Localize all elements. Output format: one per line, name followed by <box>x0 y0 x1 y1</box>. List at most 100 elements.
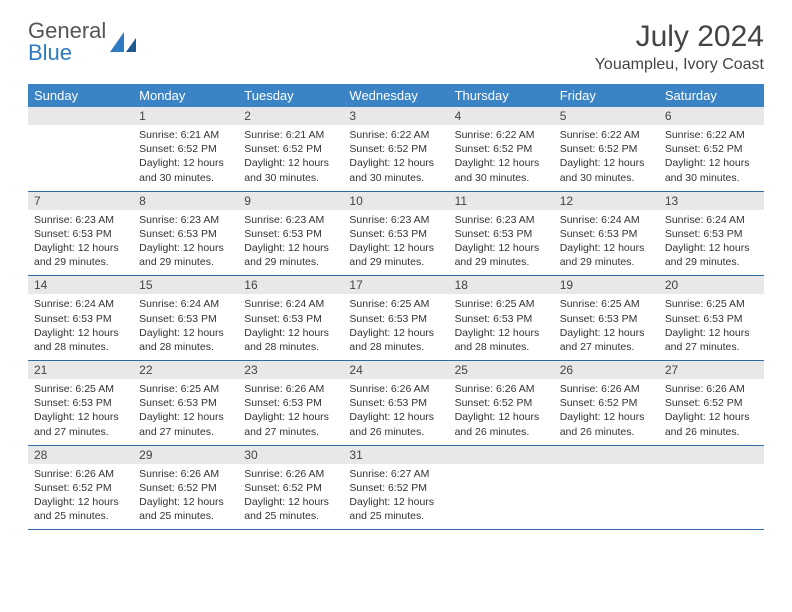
day-body: Sunrise: 6:25 AMSunset: 6:53 PMDaylight:… <box>133 379 238 445</box>
sunrise-line: Sunrise: 6:24 AM <box>665 214 745 226</box>
day-body: Sunrise: 6:22 AMSunset: 6:52 PMDaylight:… <box>343 125 448 191</box>
calendar-cell: 26Sunrise: 6:26 AMSunset: 6:52 PMDayligh… <box>554 361 659 446</box>
day-body: Sunrise: 6:26 AMSunset: 6:53 PMDaylight:… <box>238 379 343 445</box>
day-number: 22 <box>133 361 238 379</box>
day-body: Sunrise: 6:25 AMSunset: 6:53 PMDaylight:… <box>449 294 554 360</box>
calendar-cell: 15Sunrise: 6:24 AMSunset: 6:53 PMDayligh… <box>133 276 238 361</box>
sunset-line: Sunset: 6:52 PM <box>349 482 427 494</box>
sunset-line: Sunset: 6:53 PM <box>244 313 322 325</box>
day-number: 10 <box>343 192 448 210</box>
day-number: 11 <box>449 192 554 210</box>
sunrise-line: Sunrise: 6:23 AM <box>244 214 324 226</box>
day-number: 25 <box>449 361 554 379</box>
calendar-cell: 13Sunrise: 6:24 AMSunset: 6:53 PMDayligh… <box>659 191 764 276</box>
day-body: Sunrise: 6:26 AMSunset: 6:52 PMDaylight:… <box>238 464 343 530</box>
daylight-line: Daylight: 12 hours and 30 minutes. <box>349 157 434 183</box>
sunrise-line: Sunrise: 6:26 AM <box>560 383 640 395</box>
calendar-cell <box>554 445 659 530</box>
calendar-body: 1Sunrise: 6:21 AMSunset: 6:52 PMDaylight… <box>28 107 764 530</box>
daylight-line: Daylight: 12 hours and 26 minutes. <box>455 411 540 437</box>
calendar-cell: 16Sunrise: 6:24 AMSunset: 6:53 PMDayligh… <box>238 276 343 361</box>
day-number <box>449 446 554 464</box>
sunset-line: Sunset: 6:53 PM <box>34 397 112 409</box>
sunrise-line: Sunrise: 6:24 AM <box>139 298 219 310</box>
sunrise-line: Sunrise: 6:26 AM <box>349 383 429 395</box>
day-body: Sunrise: 6:26 AMSunset: 6:52 PMDaylight:… <box>554 379 659 445</box>
day-number: 21 <box>28 361 133 379</box>
calendar-cell: 12Sunrise: 6:24 AMSunset: 6:53 PMDayligh… <box>554 191 659 276</box>
sunset-line: Sunset: 6:52 PM <box>665 143 743 155</box>
brand-logo: General Blue <box>28 20 136 64</box>
sunrise-line: Sunrise: 6:25 AM <box>349 298 429 310</box>
daylight-line: Daylight: 12 hours and 30 minutes. <box>244 157 329 183</box>
daylight-line: Daylight: 12 hours and 25 minutes. <box>244 496 329 522</box>
daylight-line: Daylight: 12 hours and 28 minutes. <box>455 327 540 353</box>
sunset-line: Sunset: 6:53 PM <box>349 313 427 325</box>
daylight-line: Daylight: 12 hours and 30 minutes. <box>455 157 540 183</box>
sunset-line: Sunset: 6:53 PM <box>455 228 533 240</box>
calendar-cell: 9Sunrise: 6:23 AMSunset: 6:53 PMDaylight… <box>238 191 343 276</box>
day-body: Sunrise: 6:23 AMSunset: 6:53 PMDaylight:… <box>238 210 343 276</box>
calendar-cell: 27Sunrise: 6:26 AMSunset: 6:52 PMDayligh… <box>659 361 764 446</box>
calendar-cell: 29Sunrise: 6:26 AMSunset: 6:52 PMDayligh… <box>133 445 238 530</box>
sunrise-line: Sunrise: 6:23 AM <box>139 214 219 226</box>
daylight-line: Daylight: 12 hours and 28 minutes. <box>34 327 119 353</box>
day-body: Sunrise: 6:27 AMSunset: 6:52 PMDaylight:… <box>343 464 448 530</box>
weekday-header-row: Sunday Monday Tuesday Wednesday Thursday… <box>28 84 764 107</box>
sunrise-line: Sunrise: 6:24 AM <box>244 298 324 310</box>
calendar-cell: 20Sunrise: 6:25 AMSunset: 6:53 PMDayligh… <box>659 276 764 361</box>
calendar-cell: 7Sunrise: 6:23 AMSunset: 6:53 PMDaylight… <box>28 191 133 276</box>
day-number <box>554 446 659 464</box>
calendar-table: Sunday Monday Tuesday Wednesday Thursday… <box>28 84 764 530</box>
calendar-cell: 30Sunrise: 6:26 AMSunset: 6:52 PMDayligh… <box>238 445 343 530</box>
day-number: 23 <box>238 361 343 379</box>
weekday-header: Friday <box>554 84 659 107</box>
day-body <box>659 464 764 522</box>
calendar-cell: 8Sunrise: 6:23 AMSunset: 6:53 PMDaylight… <box>133 191 238 276</box>
daylight-line: Daylight: 12 hours and 29 minutes. <box>244 242 329 268</box>
day-number: 7 <box>28 192 133 210</box>
sunrise-line: Sunrise: 6:26 AM <box>34 468 114 480</box>
day-body: Sunrise: 6:24 AMSunset: 6:53 PMDaylight:… <box>554 210 659 276</box>
sunset-line: Sunset: 6:52 PM <box>139 482 217 494</box>
sunset-line: Sunset: 6:53 PM <box>560 313 638 325</box>
sunset-line: Sunset: 6:53 PM <box>349 397 427 409</box>
calendar-cell: 10Sunrise: 6:23 AMSunset: 6:53 PMDayligh… <box>343 191 448 276</box>
sunset-line: Sunset: 6:53 PM <box>665 228 743 240</box>
daylight-line: Daylight: 12 hours and 30 minutes. <box>139 157 224 183</box>
day-body: Sunrise: 6:23 AMSunset: 6:53 PMDaylight:… <box>28 210 133 276</box>
sunset-line: Sunset: 6:52 PM <box>244 143 322 155</box>
daylight-line: Daylight: 12 hours and 27 minutes. <box>139 411 224 437</box>
day-body: Sunrise: 6:22 AMSunset: 6:52 PMDaylight:… <box>554 125 659 191</box>
sunrise-line: Sunrise: 6:25 AM <box>34 383 114 395</box>
weekday-header: Tuesday <box>238 84 343 107</box>
calendar-cell: 22Sunrise: 6:25 AMSunset: 6:53 PMDayligh… <box>133 361 238 446</box>
day-number: 8 <box>133 192 238 210</box>
daylight-line: Daylight: 12 hours and 27 minutes. <box>560 327 645 353</box>
sunrise-line: Sunrise: 6:23 AM <box>349 214 429 226</box>
day-body: Sunrise: 6:26 AMSunset: 6:52 PMDaylight:… <box>133 464 238 530</box>
calendar-cell: 14Sunrise: 6:24 AMSunset: 6:53 PMDayligh… <box>28 276 133 361</box>
day-body <box>28 125 133 183</box>
brand-text: General Blue <box>28 20 106 64</box>
calendar-cell: 31Sunrise: 6:27 AMSunset: 6:52 PMDayligh… <box>343 445 448 530</box>
calendar-cell: 21Sunrise: 6:25 AMSunset: 6:53 PMDayligh… <box>28 361 133 446</box>
day-number: 26 <box>554 361 659 379</box>
calendar-week-row: 1Sunrise: 6:21 AMSunset: 6:52 PMDaylight… <box>28 107 764 191</box>
daylight-line: Daylight: 12 hours and 30 minutes. <box>560 157 645 183</box>
day-body: Sunrise: 6:24 AMSunset: 6:53 PMDaylight:… <box>238 294 343 360</box>
day-body: Sunrise: 6:24 AMSunset: 6:53 PMDaylight:… <box>659 210 764 276</box>
daylight-line: Daylight: 12 hours and 29 minutes. <box>139 242 224 268</box>
daylight-line: Daylight: 12 hours and 27 minutes. <box>244 411 329 437</box>
day-number: 9 <box>238 192 343 210</box>
day-body: Sunrise: 6:25 AMSunset: 6:53 PMDaylight:… <box>28 379 133 445</box>
sunset-line: Sunset: 6:53 PM <box>139 313 217 325</box>
sunrise-line: Sunrise: 6:26 AM <box>455 383 535 395</box>
day-body: Sunrise: 6:22 AMSunset: 6:52 PMDaylight:… <box>659 125 764 191</box>
sunrise-line: Sunrise: 6:25 AM <box>665 298 745 310</box>
daylight-line: Daylight: 12 hours and 29 minutes. <box>349 242 434 268</box>
calendar-cell <box>28 107 133 191</box>
calendar-cell: 23Sunrise: 6:26 AMSunset: 6:53 PMDayligh… <box>238 361 343 446</box>
weekday-header: Thursday <box>449 84 554 107</box>
sunrise-line: Sunrise: 6:26 AM <box>244 468 324 480</box>
